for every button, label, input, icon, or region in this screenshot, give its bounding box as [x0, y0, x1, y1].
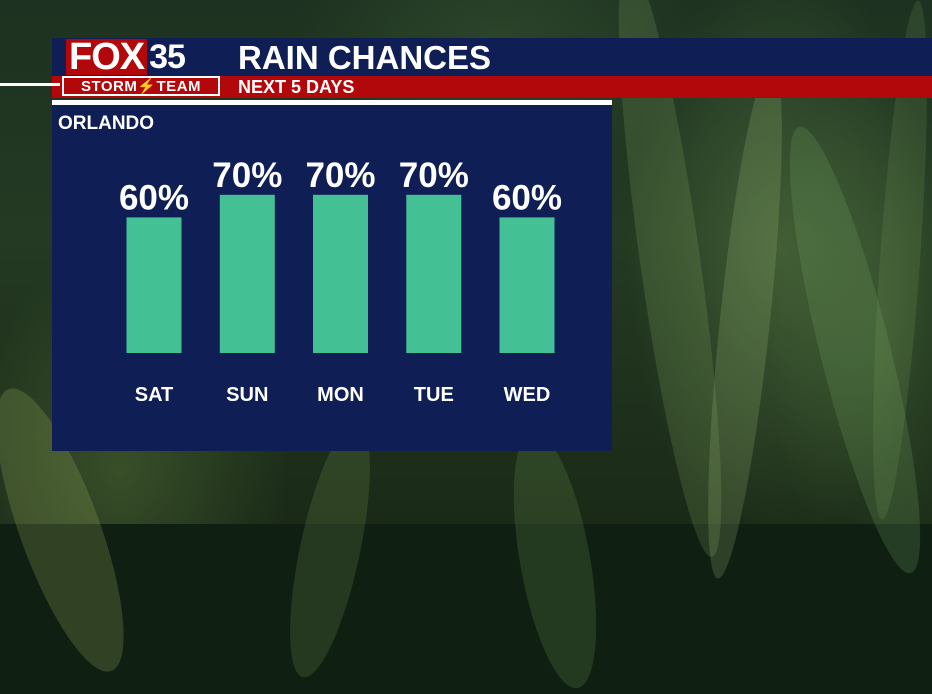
- panel-top-divider: [52, 100, 612, 105]
- category-label-wed: WED: [504, 384, 551, 406]
- value-label-sat: 60%: [119, 178, 189, 217]
- logo-fox-word: FOX: [66, 38, 148, 76]
- logo-station-number: 35: [149, 38, 186, 76]
- bar-sun: [219, 194, 275, 353]
- rain-chance-bar-chart: 60% SAT 70% SUN 70% MON 70% TUE 60% WED: [119, 156, 562, 406]
- fox35-wordmark: FOX 35: [66, 38, 218, 76]
- location-label: ORLANDO: [58, 113, 155, 134]
- header-subtitle-bar: [52, 76, 932, 98]
- fox35-logo: FOX 35 STORM⚡TEAM: [62, 36, 222, 98]
- value-label-wed: 60%: [492, 178, 562, 217]
- page-title: RAIN CHANCES: [238, 39, 492, 76]
- value-label-mon: 70%: [305, 156, 375, 195]
- category-label-tue: TUE: [414, 384, 454, 406]
- value-label-tue: 70%: [399, 156, 469, 195]
- header-accent-line: [0, 83, 60, 86]
- storm-team-badge: STORM⚡TEAM: [62, 76, 220, 96]
- category-label-mon: MON: [317, 384, 364, 406]
- bar-wed: [499, 217, 555, 353]
- category-label-sat: SAT: [135, 384, 174, 406]
- value-label-sun: 70%: [212, 156, 282, 195]
- bar-mon: [313, 194, 368, 353]
- bar-tue: [406, 194, 462, 353]
- page-subtitle: NEXT 5 DAYS: [238, 77, 355, 97]
- bar-sat: [126, 217, 182, 353]
- header-title-bar: [52, 38, 932, 76]
- category-label-sun: SUN: [226, 384, 268, 406]
- rain-chance-panel: ORLANDO 60% SAT 70% SUN 70% MON 70% TUE 60% WED: [52, 105, 612, 451]
